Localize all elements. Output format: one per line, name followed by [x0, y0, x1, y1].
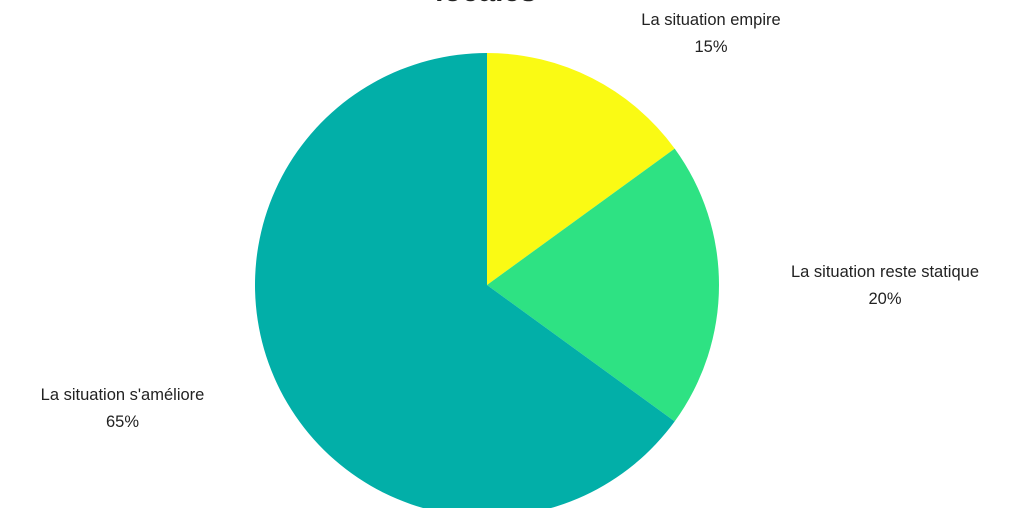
pie-slice-ameliore [255, 53, 675, 508]
slice-label-ameliore: La situation s'améliore 65% [0, 382, 245, 436]
chart-title: locales [0, 0, 972, 9]
slice-label-value: 20% [868, 290, 902, 308]
slice-label-name: La situation reste statique [790, 263, 980, 281]
slice-label-name: La situation empire [641, 11, 781, 29]
pie-slice-statique [487, 148, 720, 422]
slice-label-value: 15% [694, 38, 728, 56]
slice-label-statique: La situation reste statique 20% [760, 259, 1010, 313]
slice-label-value: 65% [105, 413, 140, 431]
slice-label-empire: La situation empire 15% [611, 7, 811, 61]
pie-slice-empire [487, 53, 675, 285]
slice-label-name: La situation s'améliore [40, 386, 205, 404]
